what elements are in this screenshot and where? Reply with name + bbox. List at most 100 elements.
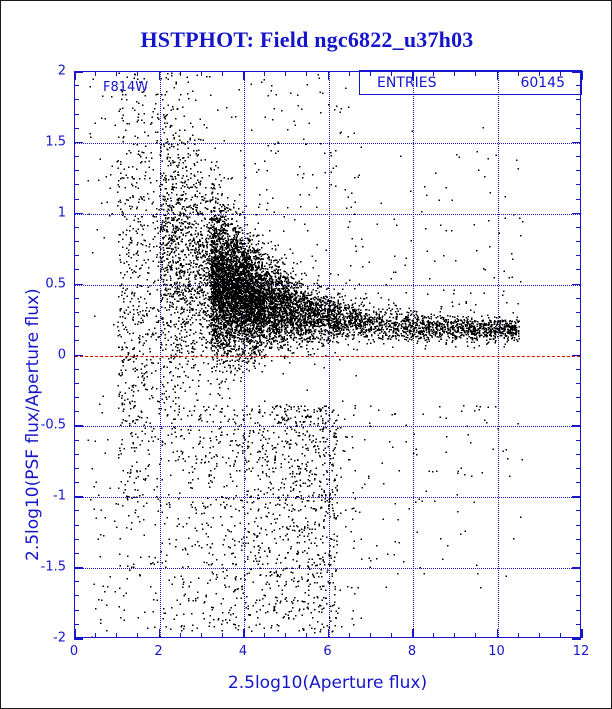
gridline-vertical <box>328 72 330 637</box>
x-tick-minor <box>306 633 308 638</box>
y-tick-minor <box>74 397 79 399</box>
x-tick-label: 12 <box>572 644 590 659</box>
y-tick-minor <box>74 241 79 243</box>
y-tick-major-right <box>572 212 581 215</box>
x-tick-minor <box>264 633 266 638</box>
y-tick-minor <box>74 198 79 200</box>
y-tick-minor <box>74 99 79 101</box>
y-tick-minor-right <box>576 326 581 328</box>
x-axis-title: 2.5log10(Aperture flux) <box>227 673 428 693</box>
y-tick-major <box>74 71 83 73</box>
y-tick-major-right <box>572 496 581 498</box>
y-tick-minor-right <box>576 439 581 441</box>
y-tick-major <box>74 638 83 640</box>
y-tick-minor <box>74 156 79 158</box>
y-tick-minor <box>74 326 79 328</box>
y-tick-major-right <box>572 638 581 640</box>
y-tick-minor-right <box>576 127 581 129</box>
y-tick-minor-right <box>576 368 581 370</box>
x-tick-major-top <box>412 71 414 80</box>
y-tick-minor-right <box>576 198 581 200</box>
y-tick-minor <box>74 85 79 87</box>
x-tick-minor <box>433 633 435 638</box>
y-tick-minor-right <box>576 297 581 299</box>
y-tick-minor-right <box>576 411 581 413</box>
y-tick-minor-right <box>576 609 581 611</box>
y-tick-minor-right <box>576 156 581 158</box>
y-tick-minor-right <box>576 184 581 186</box>
x-tick-label: 10 <box>488 644 505 659</box>
y-tick-minor <box>74 311 79 313</box>
x-tick-minor <box>221 633 223 638</box>
y-tick-minor <box>74 184 79 186</box>
y-tick-minor-right <box>576 510 581 512</box>
entries-label: ENTRIES <box>377 74 437 91</box>
y-tick-major-right <box>572 354 581 356</box>
y-tick-minor-right <box>576 552 581 554</box>
entries-box: ENTRIES 60145 <box>359 70 582 95</box>
x-tick-major <box>158 629 160 638</box>
zero-reference-line <box>75 355 580 357</box>
y-tick-minor-right <box>576 482 581 484</box>
x-tick-minor-top <box>369 71 371 76</box>
y-tick-minor <box>74 538 79 540</box>
y-tick-major <box>74 212 83 215</box>
x-tick-minor-top <box>475 71 477 76</box>
y-tick-minor <box>74 552 79 554</box>
y-tick-minor <box>74 170 79 172</box>
y-tick-label: 2 <box>57 63 66 79</box>
x-tick-label: 4 <box>238 644 248 659</box>
x-tick-minor <box>95 633 97 638</box>
y-tick-minor <box>74 524 79 526</box>
x-tick-minor-top <box>559 71 561 76</box>
entries-value: 60145 <box>520 74 565 91</box>
x-tick-minor-top <box>538 71 540 76</box>
gridline-horizontal <box>75 426 580 428</box>
y-tick-minor <box>74 411 79 413</box>
y-tick-minor-right <box>576 269 581 271</box>
y-tick-minor <box>74 368 79 370</box>
x-tick-minor-top <box>433 71 435 76</box>
y-tick-minor-right <box>576 467 581 469</box>
y-tick-minor <box>74 340 79 342</box>
y-tick-minor-right <box>576 255 581 257</box>
x-tick-label: 8 <box>407 644 417 659</box>
y-tick-minor <box>74 510 79 512</box>
y-tick-label: 0.5 <box>45 276 66 292</box>
y-tick-minor <box>74 269 79 271</box>
y-tick-minor <box>74 453 79 455</box>
x-tick-label: 2 <box>154 644 163 659</box>
y-tick-minor-right <box>576 595 581 597</box>
y-tick-minor <box>74 439 79 441</box>
scatter-points <box>87 72 524 637</box>
y-tick-label: -1 <box>53 488 66 504</box>
x-tick-minor <box>454 633 456 638</box>
y-tick-minor-right <box>576 170 581 172</box>
y-tick-minor <box>74 609 79 611</box>
gridline-horizontal <box>75 284 580 286</box>
y-tick-label: 1.5 <box>45 134 66 150</box>
y-tick-minor-right <box>576 85 581 87</box>
x-tick-minor <box>538 633 540 638</box>
x-tick-minor-top <box>306 71 308 76</box>
x-tick-major <box>581 629 583 638</box>
y-axis-title: 2.5log10(PSF flux/Aperture flux) <box>23 288 43 561</box>
x-tick-label: 0 <box>69 644 79 659</box>
x-tick-minor <box>517 633 519 638</box>
gridline-horizontal <box>75 568 580 570</box>
y-tick-minor-right <box>576 99 581 101</box>
x-tick-major <box>412 629 414 638</box>
y-tick-minor <box>74 581 79 583</box>
x-tick-major-top <box>496 71 498 80</box>
x-tick-minor-top <box>390 71 392 76</box>
y-tick-major <box>74 354 83 356</box>
x-tick-minor <box>116 633 118 638</box>
y-tick-minor <box>74 382 79 384</box>
x-tick-minor-top <box>116 71 118 76</box>
x-tick-major <box>74 629 76 638</box>
x-tick-minor-top <box>200 71 202 76</box>
y-tick-major <box>74 141 83 144</box>
y-tick-minor-right <box>576 311 581 313</box>
y-tick-minor <box>74 226 79 228</box>
